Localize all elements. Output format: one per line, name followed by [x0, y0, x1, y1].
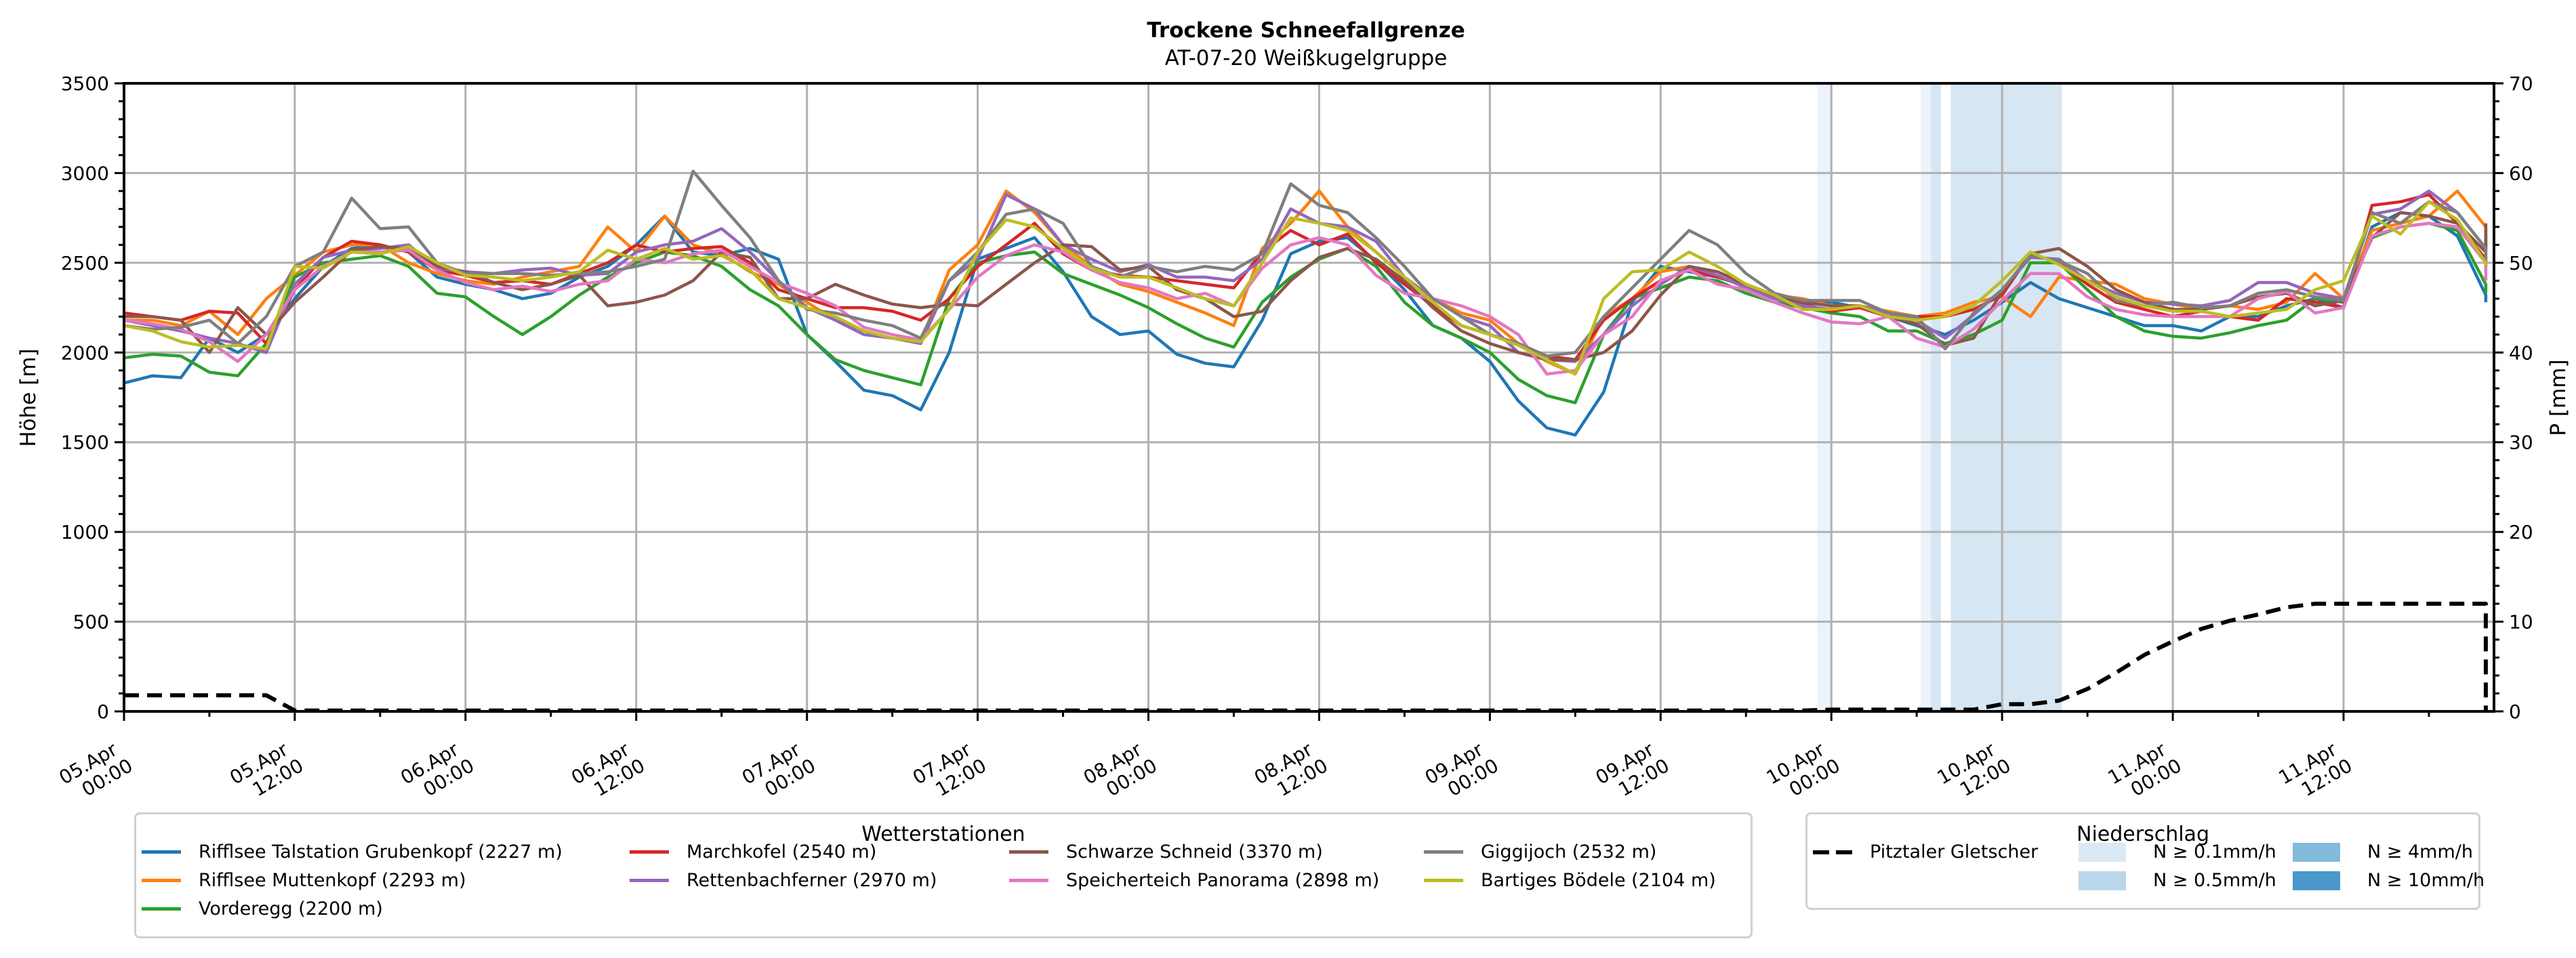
series-line-8 [123, 200, 2488, 376]
legend-swatch [2293, 842, 2340, 862]
legend-swatch [1813, 850, 1852, 854]
legend-stations-title: Wetterstationen [861, 822, 1025, 846]
legend-entry-precip: N ≥ 4mm/h [2293, 841, 2473, 862]
legend-entry-precip: Pitztaler Gletscher [1813, 841, 2038, 862]
legend-label: Schwarze Schneid (3370 m) [1066, 841, 1323, 862]
legend-swatch [1009, 850, 1048, 854]
y2-tick-label: 30 [2509, 432, 2533, 454]
y-tick-label: 1500 [61, 432, 109, 454]
y-tick-label: 2500 [61, 252, 109, 274]
y2-tick-label: 60 [2509, 162, 2533, 184]
legend-stations: Wetterstationen Rifflsee Talstation Grub… [134, 812, 1753, 938]
chart-subtitle: AT-07-20 Weißkugelgruppe [1165, 46, 1448, 70]
legend-swatch [630, 850, 669, 854]
y2-tick-label: 10 [2509, 611, 2533, 633]
legend-entry-precip: N ≥ 10mm/h [2293, 870, 2485, 891]
series-line-9 [124, 602, 2488, 713]
legend-entry-station: Giggijoch (2532 m) [1424, 841, 1656, 862]
legend-precip: Niederschlag Pitztaler Gletscher N ≥ 0.1m… [1805, 812, 2485, 910]
legend-label: Bartiges Bödele (2104 m) [1481, 870, 1716, 891]
legend-label: Speicherteich Panorama (2898 m) [1066, 870, 1380, 891]
legend-entry-station: Rifflsee Muttenkopf (2293 m) [142, 870, 466, 891]
legend-swatch [630, 879, 669, 882]
plot-frame [123, 82, 2495, 713]
legend-entry-station: Vorderegg (2200 m) [142, 898, 383, 919]
series-line-1 [124, 189, 2488, 376]
y-tick-label: 500 [73, 611, 109, 633]
legend-entry-station: Marchkofel (2540 m) [630, 841, 876, 862]
legend-swatch [142, 850, 181, 854]
y2-tick-label: 40 [2509, 341, 2533, 364]
legend-label: Rifflsee Talstation Grubenkopf (2227 m) [199, 841, 563, 862]
legend-swatch [1424, 879, 1463, 882]
legend-swatch [142, 907, 181, 911]
legend-label: N ≥ 4mm/h [2367, 841, 2473, 862]
series-line-5 [124, 211, 2488, 362]
y-tick-label: 3500 [61, 72, 109, 95]
precip-band [1817, 83, 1832, 711]
legend-swatch [1424, 850, 1463, 854]
chart-title: Trockene Schneefallgrenze [1147, 18, 1465, 43]
legend-label: Marchkofel (2540 m) [687, 841, 877, 862]
legend-entry-precip: N ≥ 0.1mm/h [2079, 841, 2276, 862]
y2-tick-label: 0 [2509, 701, 2521, 723]
legend-label: N ≥ 0.1mm/h [2153, 841, 2276, 862]
legend-label: Rifflsee Muttenkopf (2293 m) [199, 870, 466, 891]
y2-axis-label: P [mm] [2546, 359, 2571, 436]
y-tick-label: 0 [97, 701, 109, 723]
axes: 0 500 1000 1500 2000 2500 3000 3500 0 10 20 30 40 50 6… [55, 72, 2533, 801]
y-axis-label: Höhe [m] [16, 348, 41, 446]
legend-label: Vorderegg (2200 m) [199, 898, 383, 919]
legend-entry-precip: N ≥ 0.5mm/h [2079, 870, 2276, 891]
legend-entry-station: Bartiges Bödele (2104 m) [1424, 870, 1716, 891]
legend-entry-station: Rifflsee Talstation Grubenkopf (2227 m) [142, 841, 563, 862]
y2-tick-label: 70 [2509, 72, 2533, 95]
legend-label: Pitztaler Gletscher [1870, 841, 2039, 862]
legend-swatch [2293, 871, 2340, 890]
legend-entry-station: Rettenbachferner (2970 m) [630, 870, 937, 891]
precip-band [1950, 83, 2062, 711]
legend-swatch [2079, 842, 2126, 862]
precip-band [1921, 83, 1931, 711]
legend-label: Rettenbachferner (2970 m) [687, 870, 937, 891]
legend-label: Giggijoch (2532 m) [1481, 841, 1657, 862]
y-tick-label: 3000 [61, 162, 109, 184]
series-line-6 [123, 222, 2488, 376]
legend-label: N ≥ 0.5mm/h [2153, 870, 2276, 891]
legend-swatch [2079, 871, 2126, 890]
y2-tick-label: 20 [2509, 521, 2533, 543]
y-tick-label: 1000 [61, 521, 109, 543]
legend-entry-station: Speicherteich Panorama (2898 m) [1009, 870, 1379, 891]
legend-precip-title: Niederschlag [2077, 822, 2209, 846]
y-tick-label: 2000 [61, 341, 109, 364]
legend-entry-station: Schwarze Schneid (3370 m) [1009, 841, 1323, 862]
precip-bands [1817, 83, 2062, 711]
legend-swatch [1009, 879, 1048, 882]
series-lines [123, 169, 2488, 713]
precip-band [1931, 83, 1941, 711]
series-line-7 [123, 169, 2488, 358]
legend-label: N ≥ 10mm/h [2367, 870, 2485, 891]
legend-swatch [142, 879, 181, 882]
y2-tick-label: 50 [2509, 252, 2533, 274]
grid-lines [123, 82, 2494, 713]
